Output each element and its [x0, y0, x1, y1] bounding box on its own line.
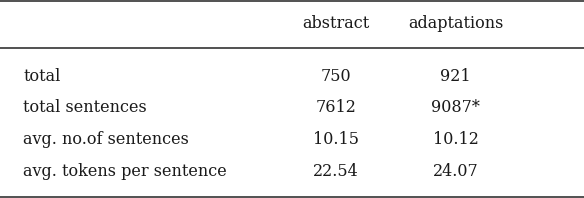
Text: 22.54: 22.54: [313, 163, 359, 180]
Text: abstract: abstract: [302, 15, 370, 32]
Text: total sentences: total sentences: [23, 99, 147, 116]
Text: 10.12: 10.12: [433, 131, 478, 148]
Text: adaptations: adaptations: [408, 15, 503, 32]
Text: 7612: 7612: [315, 99, 356, 116]
Text: avg. no.of sentences: avg. no.of sentences: [23, 131, 189, 148]
Text: avg. tokens per sentence: avg. tokens per sentence: [23, 163, 227, 180]
Text: 10.15: 10.15: [313, 131, 359, 148]
Text: 921: 921: [440, 68, 471, 85]
Text: 24.07: 24.07: [433, 163, 478, 180]
Text: total: total: [23, 68, 61, 85]
Text: 9087*: 9087*: [431, 99, 480, 116]
Text: 750: 750: [321, 68, 351, 85]
